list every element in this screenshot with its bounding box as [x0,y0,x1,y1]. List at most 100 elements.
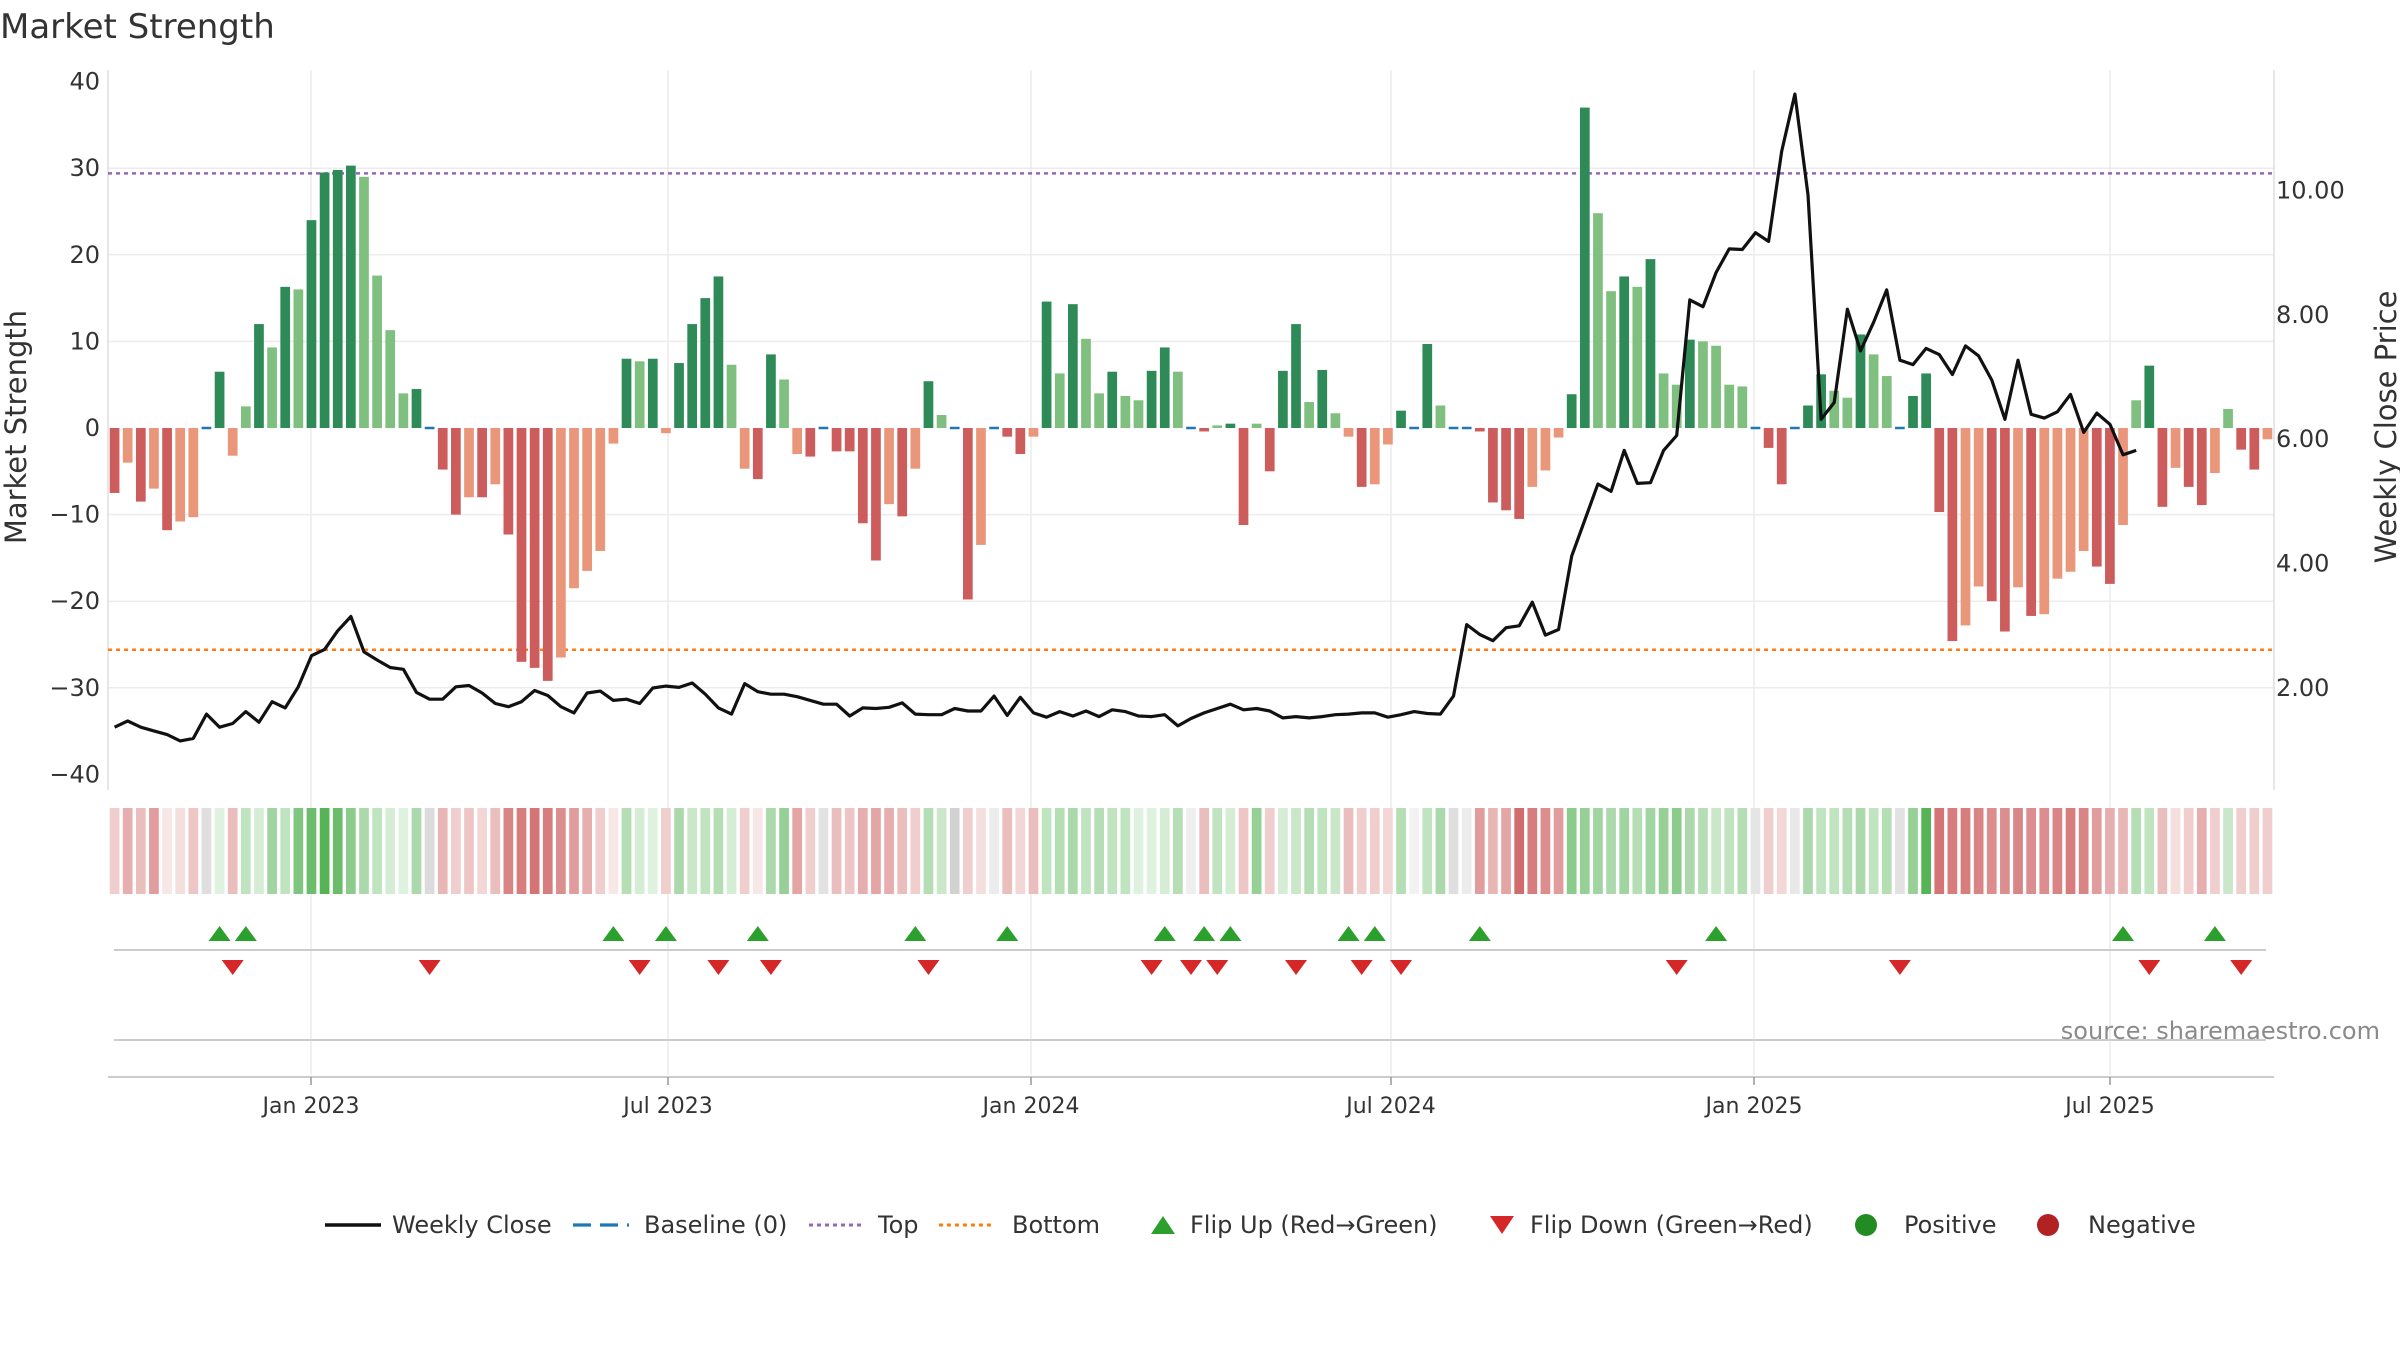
heat-strip-cell [503,808,514,894]
legend-item: Flip Down (Green→Red) [1490,1211,1813,1239]
strength-bar-negative [1383,428,1393,445]
strength-bar-positive [936,415,947,428]
heat-strip-cell [1002,808,1013,894]
flip-up-marker [1337,926,1360,941]
strength-bar-negative [490,428,501,485]
flip-up-marker [746,926,769,941]
heat-strip-cell [2210,808,2220,894]
heat-strip-cell [240,808,251,894]
y2-tick-label: 4.00 [2276,550,2329,578]
heat-strip-cell [464,808,474,894]
strength-bar-negative [582,428,593,571]
strength-bar-negative [451,428,461,515]
strength-bar-negative [149,428,159,489]
heat-strip-cell [1553,808,1564,894]
x-tick-label: Jan 2024 [981,1094,1080,1119]
strength-bar-positive [1067,304,1078,428]
strength-bar-positive [319,172,330,428]
strength-bar-negative [857,428,868,524]
heat-strip-cell [976,808,986,894]
strength-bar-positive [1671,384,1682,428]
heat-strip-cell [1632,808,1643,894]
legend-label: Negative [2088,1211,2196,1239]
strength-bar-positive [1054,373,1065,428]
heat-strip-cell [818,808,829,894]
strength-bar-negative [897,428,908,517]
heat-strip-cell [227,808,238,894]
flip-down-marker [1350,960,1373,975]
heat-strip-cell [962,808,973,894]
heat-strip-cell [1593,808,1603,894]
flip-up-marker [2203,926,2226,941]
strength-bar-negative [2236,428,2247,450]
strength-bar-positive [1619,276,1630,428]
y-axis-right: 10.00 8.00 6.00 4.00 2.00 [2276,176,2345,702]
legend: Weekly Close Baseline (0) Top Bottom Flip Up… [325,1211,2196,1239]
y2-tick-label: 8.00 [2276,301,2329,329]
strength-bar-positive [1422,343,1433,428]
strength-bar-negative [2183,428,2194,487]
heat-strip-cell [1842,808,1853,894]
strength-bar-negative [1960,428,1971,626]
strength-bar-positive [372,275,382,428]
strength-bar-negative [1356,428,1367,487]
heat-strip-cell [542,808,553,894]
heat-strip-cell [1658,808,1669,894]
strength-bar-positive [2223,408,2233,428]
flip-up-marker [1468,926,1491,941]
heat-strip-cell [1028,808,1039,894]
strength-bar-positive [923,381,934,428]
flip-down-marker [1285,960,1308,975]
strength-bar-negative [661,428,671,434]
strength-bar-positive [1632,286,1643,428]
heat-strip-cell [1291,808,1301,894]
strength-bar-negative [569,428,579,589]
heat-strip-cell [1763,808,1774,894]
weekly-close-line [113,92,2137,743]
flip-down-marker [1665,960,1688,975]
strength-bars [109,107,2273,681]
flip-down-marker [707,960,730,975]
strength-bar-positive [1094,393,1104,428]
strength-bar-positive [1120,395,1131,428]
y2-tick-label: 10.00 [2276,176,2345,204]
strength-bar-positive [726,364,737,428]
heat-strip-cell [1330,808,1341,894]
strength-bar-positive [1330,413,1341,428]
strength-bar-positive [1684,339,1695,428]
heat-strip-cell [490,808,501,894]
strength-bar-positive [1606,291,1616,428]
strength-bar-negative [556,428,566,658]
heat-strip-cell [1855,808,1866,894]
heat-strip-cell [188,808,199,894]
strength-bar-negative [109,428,120,493]
chart-title: Market Strength [0,7,275,47]
strength-bar-negative [976,428,986,545]
heat-strip-cell [529,808,540,894]
strength-bar-positive [293,289,304,428]
heat-strip-cell [661,808,671,894]
flip-markers [114,926,2266,1041]
strength-bar-positive [713,276,724,428]
strength-bar-positive [1579,107,1590,428]
heat-strip-cell [1448,808,1459,894]
heat-strip-cell [871,808,881,894]
strength-bar-positive [1278,370,1288,428]
heat-strip-cell [1684,808,1695,894]
x-tick-label: Jan 2025 [1704,1094,1803,1119]
strength-bar-negative [1973,428,1984,587]
legend-label: Flip Down (Green→Red) [1530,1211,1813,1239]
heat-strip-cell [1619,808,1630,894]
strength-bar-negative [227,428,238,456]
strength-bar-negative [2249,428,2260,470]
strength-bar-negative [1474,428,1485,432]
legend-symbol-circle [2037,1214,2059,1236]
heat-strip-cell [306,808,317,894]
heat-strip-cell [1212,808,1223,894]
strength-bar-positive [1212,425,1223,428]
strength-bar-positive [700,298,711,428]
x-tick-label: Jul 2024 [1344,1094,1436,1119]
strength-bar-negative [1776,428,1787,485]
heat-strip-cell [1750,808,1761,894]
